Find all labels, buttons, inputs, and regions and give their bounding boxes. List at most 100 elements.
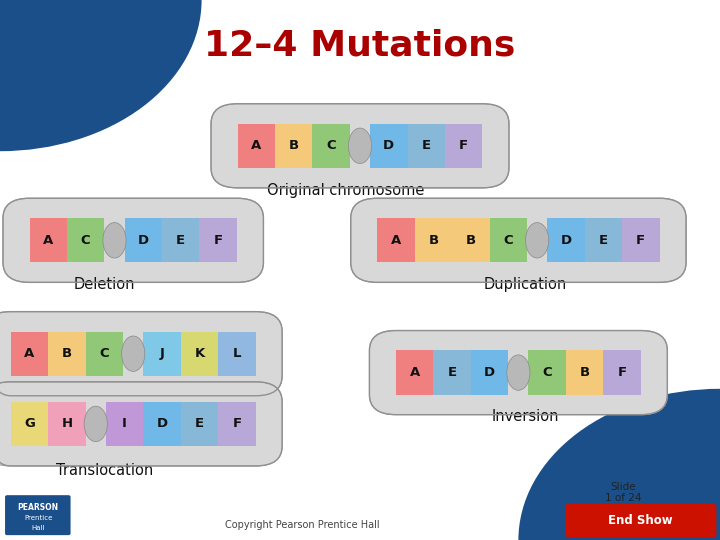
Text: E: E [599,234,608,247]
Bar [408,124,445,168]
Bar [547,218,585,262]
Text: D: D [484,366,495,379]
Bar [622,218,660,262]
Bar [377,218,415,262]
Text: F: F [214,234,222,247]
Bar [566,350,603,395]
Text: A: A [410,366,420,379]
Bar [162,218,199,262]
Bar [30,218,67,262]
Text: 12–4 Mutations: 12–4 Mutations [204,29,516,63]
Bar [106,402,143,446]
Text: E: E [422,139,431,152]
Bar [275,124,312,168]
Text: Hall: Hall [32,525,45,531]
Text: A: A [24,347,35,360]
Bar [11,402,48,446]
Bar [445,124,482,168]
Text: D: D [156,417,168,430]
Text: F: F [459,139,468,152]
Text: Copyright Pearson Prentice Hall: Copyright Pearson Prentice Hall [225,520,379,530]
Ellipse shape [507,355,530,390]
Text: D: D [560,234,572,247]
Text: B: B [428,234,438,247]
Bar [181,332,218,376]
FancyBboxPatch shape [351,198,686,282]
Text: Deletion: Deletion [73,277,135,292]
Text: Slide
1 of 24: Slide 1 of 24 [605,482,641,503]
Bar [218,332,256,376]
Text: B: B [466,234,476,247]
Text: K: K [194,347,204,360]
Ellipse shape [103,222,126,258]
Wedge shape [518,389,720,540]
Bar [312,124,350,168]
Bar [86,332,123,376]
Text: Duplication: Duplication [484,277,567,292]
Text: C: C [99,347,109,360]
Text: B: B [62,347,72,360]
Bar [48,402,86,446]
Text: PEARSON: PEARSON [17,503,59,512]
FancyBboxPatch shape [5,495,71,535]
Text: G: G [24,417,35,430]
Text: A: A [43,234,53,247]
Bar [452,218,490,262]
Text: Inversion: Inversion [492,409,559,424]
Bar [415,218,452,262]
Text: F: F [618,366,626,379]
Bar [471,350,508,395]
Text: Original chromosome: Original chromosome [267,183,424,198]
Bar [11,332,48,376]
Bar [585,218,622,262]
Bar [125,218,162,262]
Text: E: E [448,366,456,379]
Ellipse shape [84,406,107,442]
Bar [238,124,275,168]
Bar [433,350,471,395]
Bar [48,332,86,376]
Text: Prentice: Prentice [24,515,53,522]
Text: E: E [176,234,185,247]
Text: I: I [122,417,127,430]
Text: L: L [233,347,241,360]
Ellipse shape [122,336,145,372]
Text: D: D [138,234,149,247]
Bar [603,350,641,395]
Bar [143,332,181,376]
Bar [370,124,408,168]
Ellipse shape [526,222,549,258]
Text: J: J [160,347,164,360]
Wedge shape [0,0,202,151]
Text: F: F [636,234,645,247]
Text: H: H [61,417,73,430]
Text: F: F [233,417,241,430]
FancyBboxPatch shape [565,504,716,537]
Bar [143,402,181,446]
Bar [528,350,566,395]
Text: Translocation: Translocation [55,463,153,478]
Text: C: C [503,234,513,247]
Text: C: C [326,139,336,152]
Text: B: B [580,366,590,379]
Text: E: E [195,417,204,430]
Bar [396,350,433,395]
Text: A: A [391,234,401,247]
Bar [218,402,256,446]
Bar [67,218,104,262]
FancyBboxPatch shape [211,104,509,188]
Text: D: D [383,139,395,152]
Text: B: B [289,139,299,152]
FancyBboxPatch shape [0,312,282,396]
FancyBboxPatch shape [3,198,264,282]
Text: End Show: End Show [608,514,673,527]
Text: A: A [251,139,261,152]
Ellipse shape [348,128,372,164]
FancyBboxPatch shape [0,382,282,466]
Bar [181,402,218,446]
Text: C: C [81,234,91,247]
Text: C: C [542,366,552,379]
Bar [199,218,237,262]
FancyBboxPatch shape [369,330,667,415]
Bar [490,218,527,262]
